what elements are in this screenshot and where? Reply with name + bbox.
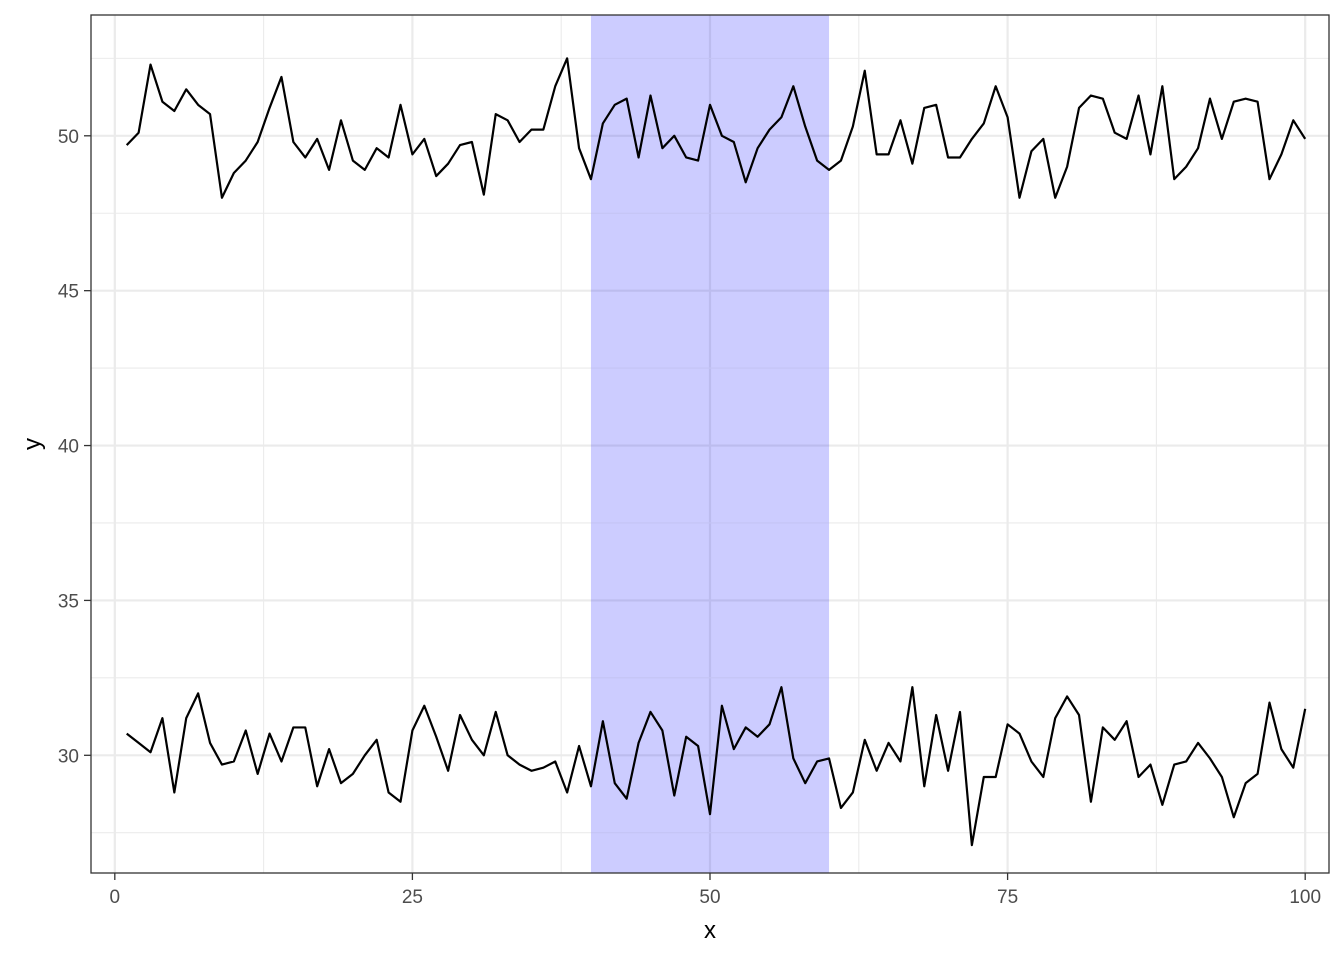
y-tick-label: 35 — [58, 591, 79, 612]
grid-over-band — [590, 15, 830, 873]
x-tick-label: 0 — [110, 887, 121, 908]
x-axis-title: x — [704, 917, 716, 944]
x-tick-label: 25 — [402, 887, 423, 908]
y-axis: 30 35 40 45 50 — [58, 127, 91, 767]
series-line-2 — [126, 686, 1307, 847]
series-line-1 — [125, 57, 1307, 199]
y-tick-label: 45 — [58, 282, 79, 303]
x-tick-label: 75 — [997, 887, 1018, 908]
series-group — [125, 57, 1307, 847]
y-axis-title: y — [19, 438, 46, 450]
y-tick-label: 30 — [58, 746, 79, 767]
y-tick-label: 50 — [58, 127, 79, 148]
x-axis: 0 25 50 75 100 — [110, 873, 1321, 908]
x-tick-label: 50 — [699, 887, 720, 908]
x-tick-label: 100 — [1289, 887, 1321, 908]
y-tick-label: 40 — [58, 437, 79, 458]
